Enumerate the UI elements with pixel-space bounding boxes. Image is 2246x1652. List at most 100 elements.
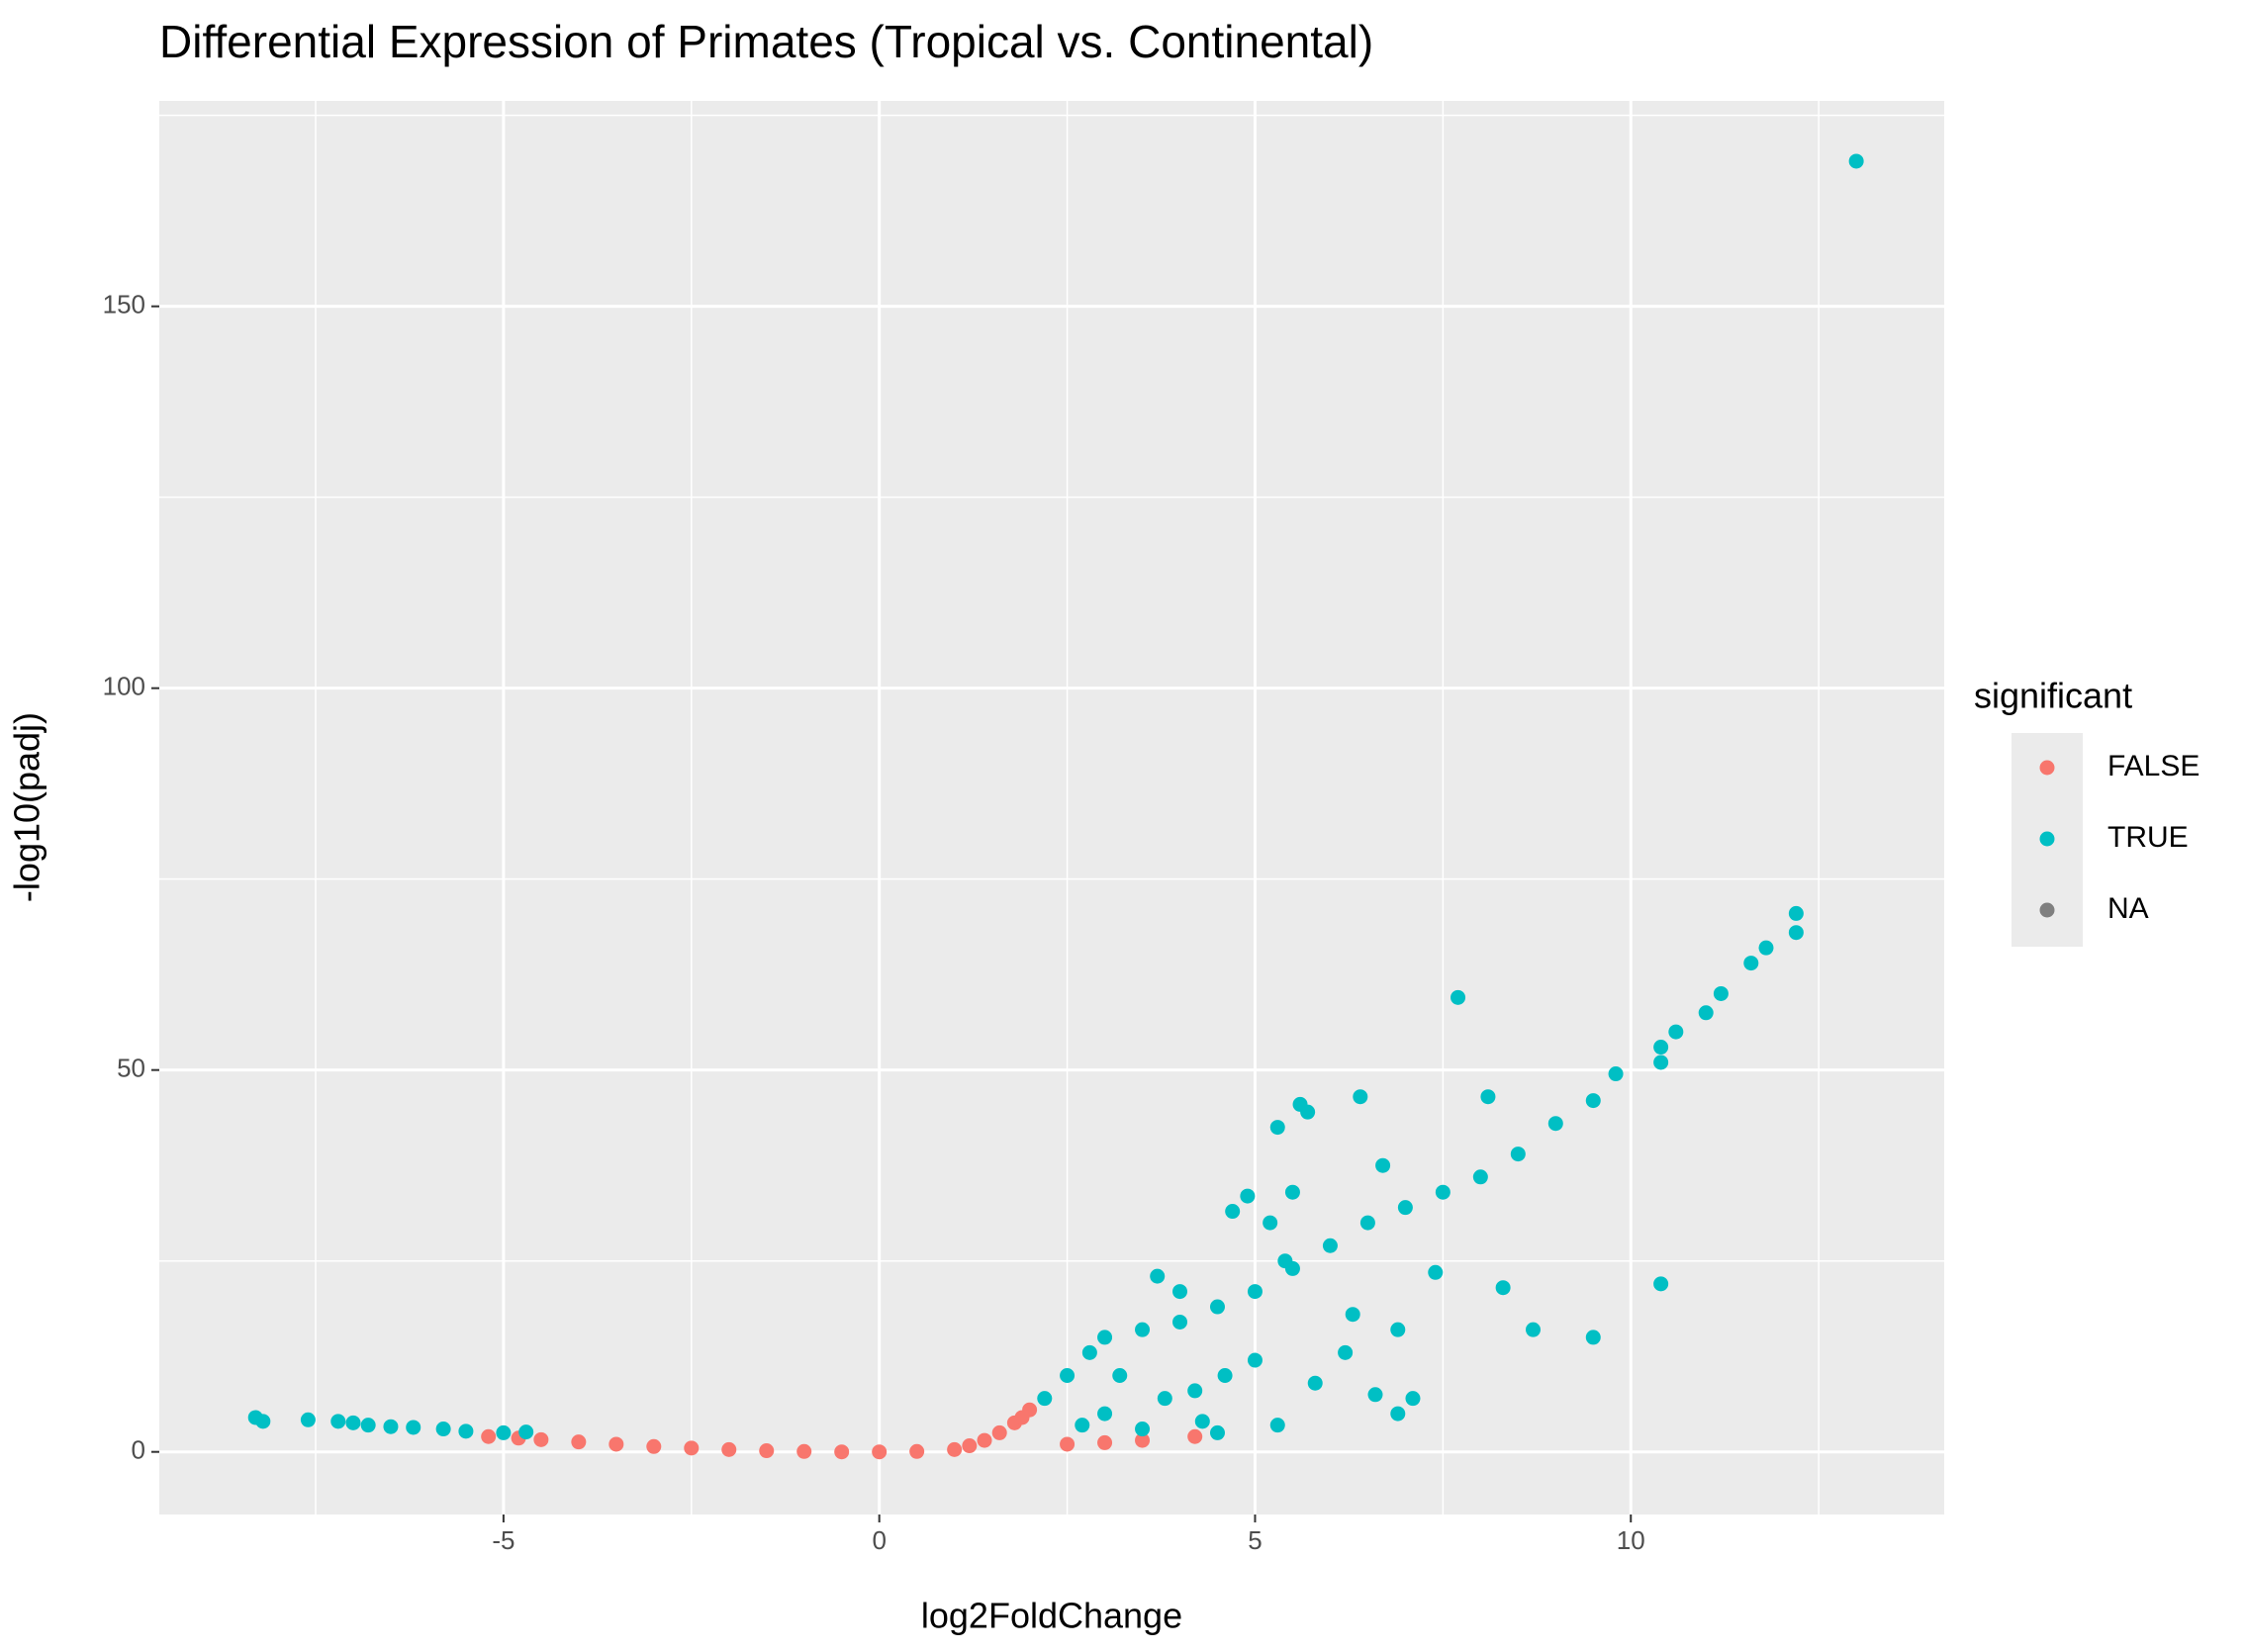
point [684,1440,700,1456]
point [1428,1264,1444,1280]
point [458,1423,474,1439]
point [1247,1352,1263,1368]
point [1653,1040,1669,1055]
point [1405,1391,1421,1407]
point [1269,1418,1285,1433]
y-tick-label: 0 [132,1435,145,1465]
chart-title: Differential Expression of Primates (Tro… [159,16,1373,67]
point [345,1415,361,1430]
point [533,1431,549,1447]
point [1187,1383,1203,1399]
point [1526,1322,1542,1337]
point [1758,940,1774,956]
point [1547,1116,1563,1132]
point [1135,1422,1151,1437]
point [909,1443,925,1459]
y-tick-label: 50 [117,1054,145,1083]
point [518,1424,534,1440]
y-tick-label: 150 [103,290,145,320]
point [1480,1089,1496,1105]
point [1284,1184,1300,1200]
x-tick-label: 10 [1617,1525,1645,1555]
point [1743,956,1759,971]
point [1668,1024,1684,1040]
point [1097,1330,1113,1345]
point [1217,1367,1233,1383]
point [1375,1157,1391,1173]
point [962,1438,978,1454]
legend-marker [2039,902,2055,918]
legend-marker [2039,831,2055,847]
point [496,1424,512,1440]
point [1240,1188,1256,1204]
x-axis-title: log2FoldChange [921,1596,1182,1636]
point [1653,1055,1669,1070]
point [1495,1280,1511,1296]
point [1585,1330,1601,1345]
point [1472,1169,1488,1185]
point [834,1444,850,1460]
legend-label: FALSE [2107,750,2199,782]
point [1157,1391,1172,1407]
point [1097,1406,1113,1422]
point [1359,1215,1375,1231]
point [406,1420,421,1435]
x-tick-label: 0 [872,1525,886,1555]
point [1247,1284,1263,1300]
point [872,1444,888,1460]
point [1367,1387,1383,1403]
point [1698,1005,1714,1021]
point [1451,989,1466,1005]
point [1307,1375,1323,1391]
point [947,1441,963,1457]
point [1585,1093,1601,1109]
point [1209,1299,1225,1315]
point [435,1422,451,1437]
point [1713,985,1729,1001]
point [330,1414,346,1429]
point [1022,1402,1038,1418]
point [721,1441,737,1457]
point [571,1434,587,1450]
point [1172,1284,1188,1300]
point [1097,1434,1113,1450]
point [1397,1200,1413,1216]
point [1338,1344,1354,1360]
point [796,1443,812,1459]
legend-title: significant [1974,676,2132,716]
point [383,1419,399,1434]
point [1172,1314,1188,1330]
point [1608,1066,1624,1082]
point [1345,1307,1360,1323]
x-tick-label: -5 [492,1525,515,1555]
point [1653,1276,1669,1292]
point [1075,1418,1090,1433]
point [1150,1268,1166,1284]
legend-label: TRUE [2107,821,2189,854]
point [1269,1120,1285,1136]
point [759,1443,775,1459]
point [1081,1344,1097,1360]
point [300,1412,316,1427]
point [360,1418,376,1433]
point [1194,1414,1210,1429]
point [1187,1428,1203,1444]
point [1060,1436,1076,1452]
point [1788,925,1804,941]
point [1112,1367,1128,1383]
x-tick-label: 5 [1248,1525,1262,1555]
point [1300,1104,1316,1120]
point [1135,1432,1151,1448]
point [1848,153,1864,169]
point [255,1414,271,1429]
y-tick-label: 100 [103,672,145,701]
point [481,1428,497,1444]
y-axis-title: -log10(padj) [7,712,47,902]
point [1788,905,1804,921]
point [1209,1424,1225,1440]
point [1277,1253,1293,1269]
point [1060,1367,1076,1383]
point [1263,1215,1278,1231]
point [1390,1322,1406,1337]
